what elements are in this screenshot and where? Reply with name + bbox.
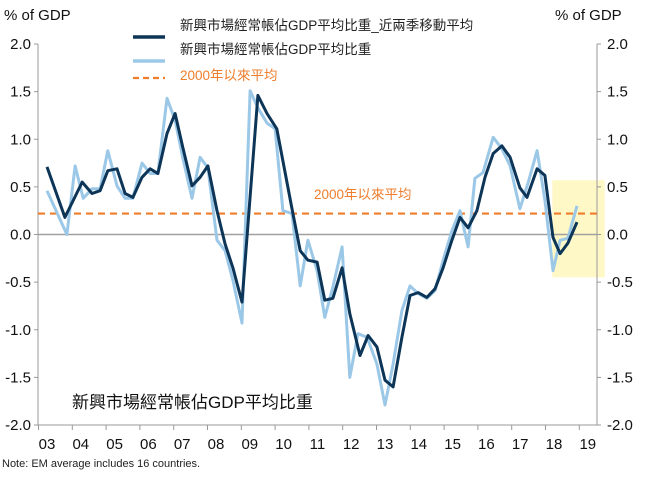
y-tick-label-right: 0.0 (607, 227, 628, 244)
legend-label-average: 2000年以來平均 (180, 68, 278, 83)
x-tick-label: 09 (241, 436, 258, 453)
x-tick-label: 03 (39, 436, 56, 453)
y-tick-label-left: -2.0 (5, 417, 31, 434)
x-tick-label: 06 (140, 436, 157, 453)
footnote: Note: EM average includes 16 countries. (2, 458, 200, 470)
y-tick-label-left: 0.0 (10, 227, 31, 244)
x-tick-label: 14 (410, 436, 427, 453)
x-tick-label: 04 (72, 436, 89, 453)
x-tick-label: 19 (579, 436, 596, 453)
y-tick-label-right: -1.0 (607, 322, 633, 339)
x-tick-label: 10 (275, 436, 292, 453)
legend: 新興市場經常帳佔GDP平均比重_近兩季移動平均 新興市場經常帳佔GDP平均比重 … (133, 17, 473, 83)
series-line-moving-average (45, 93, 579, 389)
highlight-box (552, 180, 605, 278)
y-tick-label-left: 1.5 (10, 84, 31, 101)
y-tick-label-left: -1.5 (5, 369, 31, 386)
right-axis-title: % of GDP (555, 7, 622, 24)
y-tick-label-right: -0.5 (607, 274, 633, 291)
x-tick-label: 08 (208, 436, 225, 453)
y-tick-label-left: -0.5 (5, 274, 31, 291)
x-tick-label: 11 (310, 436, 326, 453)
legend-label-raw: 新興市場經常帳佔GDP平均比重 (180, 41, 371, 57)
x-tick-label: 07 (174, 436, 191, 453)
y-tick-label-right: 2.0 (607, 36, 628, 53)
series-line-raw (45, 89, 579, 407)
left-axis-title: % of GDP (4, 7, 71, 24)
x-tick-label: 17 (512, 436, 529, 453)
x-tick-label: 13 (377, 436, 394, 453)
x-tick-label: 15 (444, 436, 461, 453)
y-tick-label-right: -2.0 (607, 417, 633, 434)
x-tick-label: 05 (106, 436, 123, 453)
x-tick-label: 12 (343, 436, 360, 453)
chart-annotation-title: 新興市場經常帳佔GDP平均比重 (72, 393, 313, 412)
y-tick-label-right: 1.5 (607, 84, 628, 101)
legend-label-moving-average: 新興市場經常帳佔GDP平均比重_近兩季移動平均 (180, 17, 473, 33)
y-tick-label-left: 0.5 (10, 179, 31, 196)
x-tick-label: 18 (546, 436, 563, 453)
y-tick-label-right: -1.5 (607, 369, 633, 386)
average-annotation: 2000年以來平均 (314, 187, 412, 202)
y-tick-label-right: 0.5 (607, 179, 628, 196)
y-tick-label-left: -1.0 (5, 322, 31, 339)
y-tick-label-left: 1.0 (10, 131, 31, 148)
y-tick-label-right: 1.0 (607, 131, 628, 148)
x-tick-label: 16 (478, 436, 495, 453)
y-tick-label-left: 2.0 (10, 36, 31, 53)
